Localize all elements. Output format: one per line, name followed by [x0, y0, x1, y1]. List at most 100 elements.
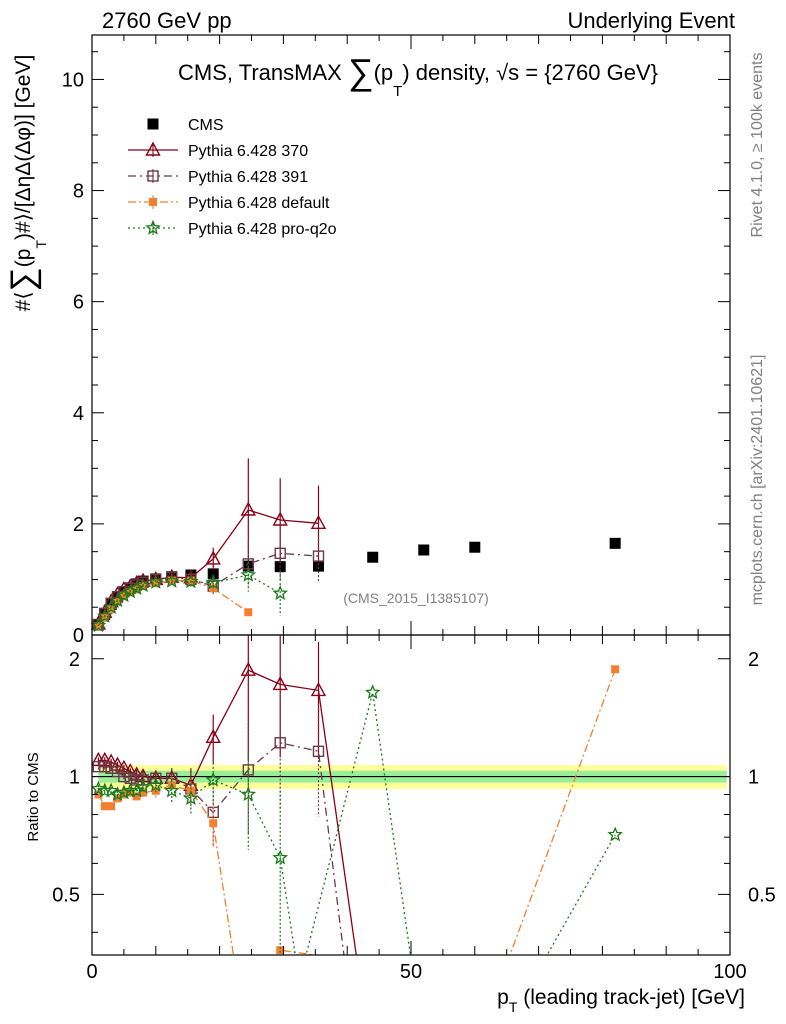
main-point [207, 568, 219, 580]
main-series-1 [90, 458, 327, 630]
ratio-point [113, 794, 122, 803]
ratio-ytick-label-right: 1 [748, 767, 759, 789]
x-axis-label: pT (leading track-jet) [GeV] [497, 986, 745, 1015]
ratio-point [100, 802, 109, 811]
main-ytick-label: 8 [73, 181, 84, 203]
ratio-series-line [97, 669, 616, 955]
legend-label: Pythia 6.428 default [188, 195, 330, 212]
ratio-point [274, 737, 286, 749]
ratio-point [205, 771, 221, 787]
ratio-point [92, 760, 105, 773]
legend-label: CMS [188, 117, 224, 134]
ratio-series-line [98, 669, 357, 955]
ratio-point [118, 770, 130, 783]
main-point [312, 550, 325, 562]
main-ytick-label: 2 [73, 514, 84, 536]
header-left: 2760 GeV pp [102, 8, 232, 33]
ratio-ytick-label-left: 0.5 [52, 884, 80, 906]
main-point [97, 607, 113, 623]
ratio-ytick-label-left: 2 [69, 649, 80, 671]
ratio-point [103, 782, 119, 798]
ratio-axis-ticks: 0.5 0.5 1 1 2 2 0 50 100 [52, 635, 776, 983]
ratio-ytick-label-right: 0.5 [748, 884, 776, 906]
main-point [469, 541, 481, 553]
main-title-sub: T [393, 83, 402, 100]
main-ylabel-sum: ∑ [4, 267, 42, 291]
main-point [183, 573, 199, 589]
ratio-point [107, 802, 116, 811]
ratio-point [364, 684, 381, 700]
legend-entry: CMS [147, 117, 224, 134]
ratio-point [310, 681, 327, 697]
main-ytick-label: 0 [73, 625, 84, 647]
ratio-series-2 [94, 665, 620, 955]
ratio-panel [92, 765, 730, 789]
rivet-version-text: Rivet 4.1.0, ≥ 100k events [749, 53, 766, 238]
ratio-point [94, 790, 103, 799]
main-data-marks [90, 458, 621, 633]
main-point [418, 544, 430, 556]
main-ylabel-sub: T [33, 240, 49, 249]
main-series-line [97, 552, 319, 625]
main-point [113, 597, 122, 606]
main-point [244, 608, 253, 617]
ratio-point [209, 819, 218, 828]
xlabel-sub: T [509, 999, 518, 1015]
mcplots-site-text: mcplots.cern.ch [arXiv:2401.10621] [749, 355, 766, 606]
main-point [312, 560, 324, 572]
legend-entry: Pythia 6.428 391 [128, 169, 308, 186]
xtick-label: 0 [86, 961, 97, 983]
ratio-point [105, 762, 117, 774]
ratio-point [132, 792, 141, 801]
legend-marker [147, 170, 159, 182]
ratio-ytick-label-left: 1 [69, 767, 80, 789]
ratio-point [240, 786, 257, 802]
main-point [274, 547, 286, 560]
main-point [310, 514, 327, 530]
main-ytick-label: 6 [73, 292, 84, 314]
main-point [128, 580, 145, 595]
ratio-plot-frame [91, 634, 731, 956]
legend-entry: Pythia 6.428 370 [128, 141, 308, 160]
ratio-series-line [98, 692, 616, 955]
legend-entry: Pythia 6.428 pro-q2o [128, 219, 337, 238]
main-point [240, 501, 256, 516]
main-ytick-label: 10 [62, 69, 84, 91]
legend-marker [147, 118, 159, 130]
main-point [122, 583, 139, 599]
legend-entry: Pythia 6.428 default [128, 195, 330, 212]
main-title-prefix: CMS, TransMAX [178, 60, 348, 85]
main-ylabel-b: (p [12, 249, 35, 268]
main-point [164, 572, 180, 588]
ratio-point [116, 784, 132, 800]
legend-label: Pythia 6.428 391 [188, 169, 308, 186]
main-ylabel-c: )#⟩/[ΔηΔ(Δφ)] [GeV] [12, 55, 35, 240]
ratio-point [139, 788, 148, 797]
main-point [147, 573, 164, 589]
main-point [186, 576, 195, 585]
legend-marker [145, 141, 161, 156]
main-point [609, 537, 621, 549]
legend: CMS Pythia 6.428 370 Pythia 6.428 391 Pythi… [128, 117, 337, 238]
main-point [272, 585, 289, 600]
main-point [112, 591, 124, 603]
main-point [205, 550, 221, 565]
ratio-series-3 [92, 684, 623, 955]
ratio-clipped-group [92, 635, 623, 955]
main-ytick-label: 4 [73, 403, 84, 425]
legend-marker [149, 198, 157, 206]
ratio-point [240, 661, 256, 676]
ratio-point [148, 777, 164, 792]
xtick-label: 100 [713, 961, 746, 983]
ratio-point [276, 946, 285, 955]
ratio-series-1 [92, 694, 345, 955]
ratio-point [183, 790, 199, 805]
ratio-point [137, 774, 149, 786]
main-series-4 [90, 558, 289, 633]
ratio-point [99, 760, 111, 773]
main-point [116, 587, 132, 603]
ratio-ytick-label-right: 2 [748, 649, 759, 671]
main-axis-ticks: 0 2 4 6 8 10 [62, 35, 731, 647]
legend-label: Pythia 6.428 370 [188, 143, 308, 160]
analysis-label: (CMS_2015_I1385107) [343, 590, 489, 606]
